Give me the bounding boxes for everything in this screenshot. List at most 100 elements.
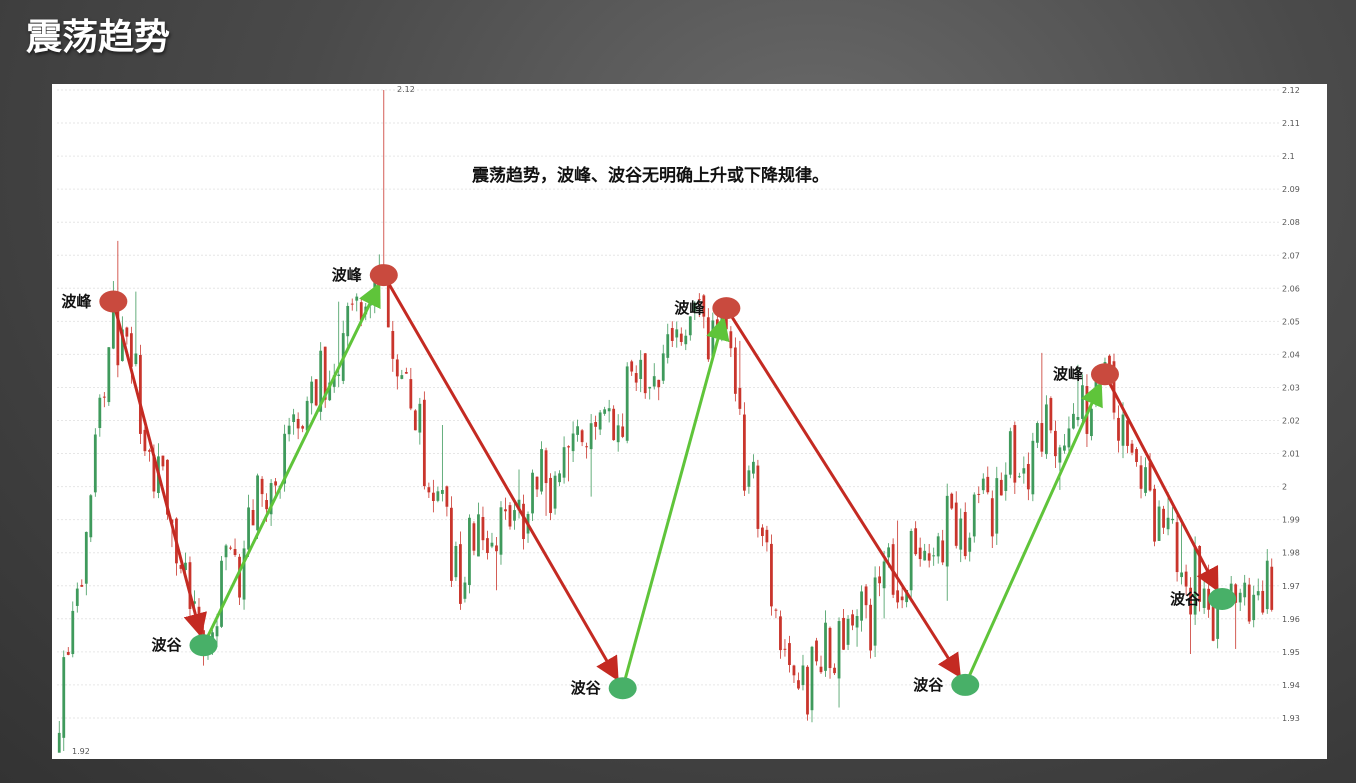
y-tick-label: 1.95 [1282, 648, 1300, 657]
candle-body [1180, 572, 1183, 578]
candle-body [1081, 385, 1084, 419]
candle-body [630, 361, 634, 372]
candle-body [166, 459, 169, 515]
candle-body [751, 461, 755, 474]
candle-body [238, 556, 241, 598]
candle-body [445, 486, 449, 507]
candle-body [995, 478, 999, 534]
candle-body [265, 500, 268, 510]
candle-body [57, 732, 61, 753]
candle-body [824, 622, 827, 671]
candle-body [292, 414, 296, 423]
candle-body [111, 292, 115, 349]
trough-label: 波谷 [151, 636, 182, 654]
candle-body [463, 582, 467, 599]
candle-body [833, 667, 836, 674]
y-tick-label: 1.97 [1282, 582, 1300, 591]
y-tick-label: 2.01 [1282, 450, 1300, 459]
candle-body [1049, 398, 1053, 431]
candle-body [531, 472, 534, 514]
candle-body [896, 590, 900, 603]
candle-body [873, 577, 877, 646]
candle-body [986, 476, 990, 493]
candle-body [1058, 447, 1062, 463]
candle-body [1211, 606, 1215, 641]
candle-body [558, 473, 561, 483]
candle-body [688, 316, 692, 336]
y-tick-label: 2.12 [1282, 86, 1300, 95]
candle-body [693, 302, 697, 312]
candle-body [1090, 408, 1093, 437]
candle-body [404, 372, 408, 374]
peak-label: 波峰 [61, 293, 92, 311]
candle-body [580, 430, 584, 443]
candle-body [386, 278, 390, 328]
candle-body [436, 491, 440, 501]
chart-annotation: 震荡趋势，波峰、波谷无明确上升或下降规律。 [471, 165, 829, 186]
candle-body [93, 434, 97, 493]
slide-title: 震荡趋势 [26, 17, 171, 58]
y-tick-label: 2.07 [1282, 251, 1300, 260]
candle-body [923, 550, 927, 561]
candle-body [1017, 476, 1021, 478]
candle-body [1247, 584, 1251, 622]
candle-body [1139, 465, 1143, 489]
candle-body [1193, 547, 1197, 615]
candle-body [1265, 560, 1269, 610]
candle-body [504, 509, 507, 512]
peak-marker [369, 264, 398, 287]
candle-body [761, 527, 764, 537]
y-tick-label: 2.11 [1282, 119, 1300, 128]
chart-panel: 2.12 2.11 2.1 2.09 2.08 2.07 2.06 2.05 2.04 2.03 2… [52, 84, 1327, 759]
candle-body [887, 547, 891, 558]
candle-body [918, 547, 922, 560]
candle-body [1135, 449, 1138, 462]
candle-body [323, 346, 327, 400]
candle-body [495, 545, 498, 552]
candle-body [413, 410, 417, 431]
candle-body [675, 329, 679, 338]
trough-label: 波谷 [1170, 590, 1201, 608]
candle-body [215, 626, 219, 637]
candle-body [80, 584, 84, 587]
candle-body [774, 609, 778, 611]
candle-body [508, 505, 512, 527]
candle-body [666, 334, 670, 358]
candle-body [792, 665, 796, 676]
candle-body [1157, 506, 1161, 541]
candle-body [1031, 440, 1035, 495]
candle-body [828, 627, 832, 669]
candle-body [1238, 592, 1242, 603]
candle-body [152, 455, 156, 492]
candle-body [328, 382, 332, 401]
candle-body [188, 562, 192, 609]
y-tick-label: 1.96 [1282, 615, 1300, 624]
y-tick-label: 1.99 [1282, 516, 1300, 525]
downtrend-arrow [112, 303, 207, 638]
candle-body [625, 366, 629, 441]
candle-body [1162, 508, 1165, 528]
candle-body [616, 425, 620, 443]
candle-body [670, 328, 674, 341]
trend-arrow-layer [112, 276, 1219, 687]
candle-body [851, 614, 854, 626]
candle-body [129, 333, 133, 367]
candle-body [806, 666, 809, 715]
candle-body [296, 418, 300, 429]
candle-body [571, 433, 575, 452]
y-tick-label: 1.98 [1282, 549, 1300, 558]
candle-body [909, 530, 913, 591]
candle-body [738, 387, 742, 409]
candle-body [310, 381, 314, 404]
candle-body [1072, 413, 1075, 429]
candle-body [1040, 423, 1044, 452]
candle-body [882, 561, 886, 589]
candle-body [589, 423, 593, 450]
trough-label: 波谷 [571, 679, 602, 697]
candle-body [350, 303, 354, 305]
candle-body [269, 483, 273, 515]
candle-body [440, 489, 444, 494]
candle-body [422, 399, 426, 487]
candle-body [1216, 595, 1220, 639]
candle-body [400, 375, 404, 379]
